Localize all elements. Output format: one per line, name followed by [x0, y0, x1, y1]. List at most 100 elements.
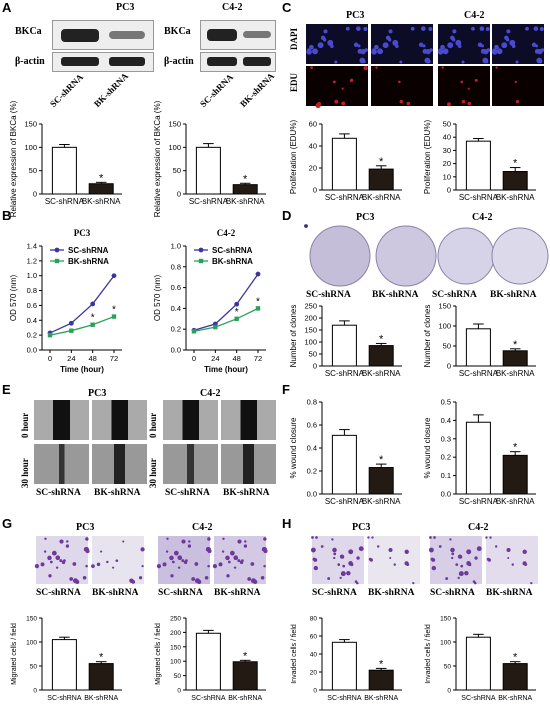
- inv-label-c42-bk: BK-shRNA: [486, 588, 533, 598]
- y-tick-label: 30: [443, 146, 451, 155]
- x-tick-label: BK-shRNA: [362, 369, 401, 378]
- colony-plate-pc3-sc: [309, 225, 371, 287]
- bar-chart-d-pc3: 0 50 100 150 200 250 Number of clones SC-shRNA *…: [289, 302, 402, 378]
- mig-label-c42-bk: BK-shRNA: [214, 588, 261, 598]
- bar-sc: [465, 140, 491, 191]
- western-blot-bkca-pc3: [52, 20, 154, 50]
- data-point-sc: [90, 301, 96, 307]
- x-tick-label: 24: [211, 354, 219, 363]
- y-tick-label: 0: [447, 362, 451, 371]
- y-tick-label: 100: [168, 143, 181, 152]
- y-tick-label: 0.0: [441, 490, 451, 499]
- colony-plate-c42-bk: [491, 227, 549, 285]
- time-label-0h-pc3: 0 hour: [20, 412, 30, 438]
- invasion-image-c42-bk: [485, 536, 538, 585]
- y-tick-label: 0.0: [27, 346, 37, 355]
- x-tick-label: SC-shRNA: [47, 695, 82, 702]
- y-tick-label: 1.2: [27, 256, 37, 265]
- bar-bk: [232, 661, 258, 691]
- bar-chart-c-c42: 0 10 20 30 40 50 Proliferation (EDU%) SC-shRNA *…: [423, 120, 536, 202]
- y-tick-label: 50: [173, 166, 181, 175]
- series-line-bk: [193, 307, 259, 332]
- wound-image-c42-sc-0h: [163, 400, 218, 440]
- legend-label: SC-shRNA: [212, 246, 253, 255]
- x-tick-label: SC-shRNA: [191, 695, 226, 702]
- x-tick-label: BK-shRNA: [362, 497, 401, 506]
- bar-bk: [368, 168, 394, 191]
- data-point-bk: [213, 324, 218, 330]
- data-point-bk: [90, 322, 95, 327]
- bar-sc: [51, 639, 77, 691]
- migration-image-c42-sc: [156, 536, 212, 584]
- y-tick-label: 40: [443, 133, 451, 142]
- wound-image-pc3-sc-0h: [34, 400, 89, 440]
- x-tick-label: BK-shRNA: [228, 695, 262, 702]
- y-axis-label: Proliferation (EDU%): [289, 120, 298, 195]
- plate-label-pc3-bk: BK-shRNA: [372, 290, 419, 300]
- y-tick-label: 0.8: [307, 398, 317, 407]
- y-axis-label: % wound closure: [289, 417, 298, 478]
- y-tick-label: 0: [313, 362, 317, 371]
- bar-sc: [331, 137, 357, 191]
- y-tick-label: 150: [24, 120, 37, 129]
- x-tick-label: SC-shRNA: [459, 497, 499, 506]
- data-point-bk: [111, 314, 117, 319]
- significance-star: *: [243, 173, 248, 185]
- y-axis-label: OD 570 (nm): [9, 275, 18, 322]
- y-tick-label: 20: [443, 159, 451, 168]
- dapi-image-pc3-bk: [371, 24, 433, 64]
- title-c-c42: C4-2: [464, 10, 485, 21]
- significance-star: *: [513, 158, 518, 170]
- y-axis-label: Invaded cells / field: [425, 624, 432, 684]
- chart-title: PC3: [74, 228, 91, 238]
- plate-label-pc3-sc: SC-shRNA: [306, 290, 351, 300]
- y-tick-label: 0.1: [441, 471, 451, 480]
- y-tick-label: 150: [170, 644, 181, 651]
- dapi-image-pc3-sc: [306, 24, 368, 64]
- y-tick-label: 250: [170, 616, 181, 623]
- y-tick-label: 0: [447, 688, 451, 695]
- stain-label-dapi: DAPI: [289, 28, 299, 50]
- inv-label-pc3-bk: BK-shRNA: [368, 588, 415, 598]
- y-axis-label: Migrated cells / field: [11, 623, 18, 685]
- y-tick-label: 0.2: [171, 325, 181, 334]
- wound-image-c42-bk-30h: [221, 444, 276, 484]
- y-tick-label: 1.0: [171, 242, 181, 251]
- y-tick-label: 50: [444, 664, 452, 671]
- legend-label: SC-shRNA: [68, 246, 109, 255]
- y-tick-label: 40: [310, 652, 318, 659]
- edu-image-c42-bk: [492, 66, 544, 106]
- legend-marker: [198, 247, 204, 253]
- data-point-sc: [68, 320, 74, 326]
- y-tick-label: 0.6: [307, 421, 317, 430]
- x-tick-label: SC-shRNA: [325, 369, 365, 378]
- y-tick-label: 0.0: [171, 346, 181, 355]
- mig-label-pc3-bk: BK-shRNA: [92, 588, 139, 598]
- y-tick-label: 80: [310, 616, 318, 623]
- bar-bk: [368, 669, 394, 691]
- wound-image-pc3-bk-0h: [92, 400, 147, 440]
- edu-image-pc3-sc: [306, 66, 368, 109]
- bar-chart-f-pc3: 0.0 0.2 0.4 0.6 0.8 % wound closure SC-shRNA * B…: [289, 398, 402, 506]
- y-tick-label: 150: [438, 302, 451, 311]
- data-point-sc: [111, 273, 117, 279]
- y-tick-label: 0: [447, 186, 451, 195]
- bar-sc: [465, 636, 491, 691]
- x-tick-label: BK-shRNA: [496, 497, 535, 506]
- panel-label-h: H: [282, 516, 292, 531]
- y-tick-label: 100: [24, 143, 37, 152]
- significance-star: *: [99, 172, 104, 184]
- mig-label-pc3-sc: SC-shRNA: [36, 588, 81, 598]
- data-point-sc: [255, 271, 261, 277]
- x-tick-label: 48: [232, 354, 240, 363]
- y-tick-label: 0.4: [171, 304, 181, 313]
- panel-label-f: F: [282, 382, 290, 397]
- x-tick-label: BK-shRNA: [364, 695, 398, 702]
- title-c-pc3: PC3: [346, 10, 365, 21]
- series-line-sc: [193, 273, 259, 331]
- x-axis-label: Time (hour): [204, 365, 248, 374]
- x-axis-label: Time (hour): [60, 365, 104, 374]
- bar-chart-a-pc3: 0 50 100 150 Relative expression of BKCa (%)…: [9, 100, 122, 217]
- inv-label-c42-sc: SC-shRNA: [430, 588, 475, 598]
- bar-chart-a-c42: 0 50 100 150 Relative expression of BKCa (%)…: [153, 100, 266, 217]
